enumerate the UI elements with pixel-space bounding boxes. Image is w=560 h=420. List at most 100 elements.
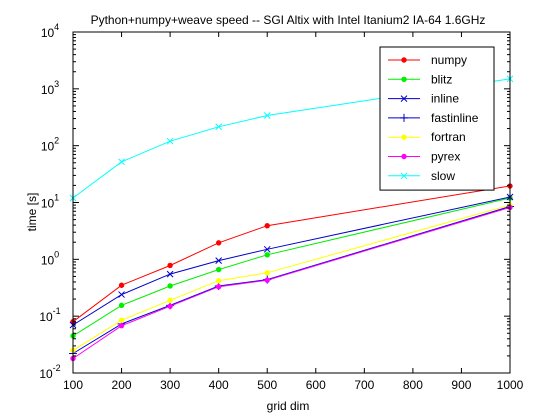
marker-stroke (263, 245, 271, 253)
series-line-pyrex (72, 206, 511, 359)
series-inline (69, 193, 514, 329)
x-axis-label: grid dim (267, 399, 310, 413)
legend-item-pyrex: pyrex (388, 150, 460, 164)
marker-stroke (118, 291, 125, 298)
y-tick-base: 10 (41, 140, 55, 154)
x-tick-label: 200 (112, 378, 132, 392)
marker-stroke (400, 95, 408, 102)
series-line-numpy (72, 185, 511, 323)
x-tick-label: 500 (257, 378, 277, 392)
legend-label: inline (431, 92, 459, 106)
series-line-slow (72, 78, 511, 199)
y-tick-base: 10 (39, 310, 53, 324)
y-axis-label: time [s] (25, 193, 39, 232)
legend-label: fastinline (431, 111, 479, 125)
series-pyrex (70, 204, 513, 362)
data-point-numpy (167, 262, 173, 269)
data-point-fortran (264, 270, 270, 276)
data-point-numpy (118, 282, 125, 288)
data-point-blitz (215, 266, 222, 273)
x-tick-label: 800 (403, 378, 423, 392)
data-point-numpy (264, 223, 270, 229)
y-tick-label: 102 (41, 136, 59, 154)
data-point-inline (166, 270, 174, 278)
data-point-blitz (118, 302, 125, 309)
y-tick-base: 10 (41, 197, 55, 211)
marker-stroke (263, 112, 271, 119)
legend-marker (400, 172, 408, 180)
legend-marker (401, 76, 407, 83)
legend-item-inline: inline (388, 92, 459, 106)
data-point-blitz (264, 252, 270, 258)
marker-stroke (166, 137, 174, 145)
ticks-layer (72, 31, 511, 374)
y-tick-base: 10 (39, 367, 53, 381)
y-tick-base: 10 (41, 253, 55, 267)
marker-stroke (215, 257, 223, 264)
legend-item-numpy: numpy (388, 53, 467, 67)
y-tick-exponent: -1 (53, 306, 61, 316)
legend-item-fastinline: fastinline (388, 111, 479, 125)
data-point-inline (118, 291, 125, 298)
legend-marker (401, 57, 407, 63)
y-tick-label: 10-2 (39, 363, 60, 381)
data-point-fortran (118, 317, 125, 323)
data-point-blitz (167, 283, 173, 289)
legend-label: pyrex (431, 150, 460, 164)
data-point-pyrex (215, 283, 222, 290)
x-tick-label: 100 (63, 378, 83, 392)
data-point-pyrex (118, 322, 125, 329)
legend-marker (401, 134, 407, 140)
series-numpy (70, 183, 513, 325)
x-tick-label: 300 (160, 378, 180, 392)
data-point-inline (215, 257, 223, 264)
y-tick-exponent: 0 (54, 249, 59, 259)
x-tick-label: 400 (209, 378, 229, 392)
data-point-slow (166, 137, 174, 145)
data-point-fortran (215, 278, 222, 284)
data-point-inline (263, 245, 271, 253)
x-tick-label: 700 (354, 378, 374, 392)
data-point-pyrex (264, 277, 270, 283)
data-point-pyrex (167, 303, 173, 309)
y-tick-label: 101 (41, 193, 59, 211)
marker-stroke (215, 123, 223, 131)
legend-label: blitz (431, 72, 452, 86)
data-point-slow (263, 112, 271, 119)
y-tick-exponent: 4 (54, 22, 59, 32)
series-line-fastinline (72, 206, 511, 354)
x-tick-label: 600 (306, 378, 326, 392)
legend-item-slow: slow (388, 169, 455, 183)
y-tick-exponent: 1 (54, 193, 59, 203)
y-tick-exponent: 2 (54, 136, 59, 146)
data-point-slow (215, 123, 223, 131)
y-tick-base: 10 (41, 83, 55, 97)
legend-label: numpy (431, 53, 467, 67)
legend-marker (401, 153, 407, 160)
marker-stroke (400, 172, 408, 180)
x-tick-label: 900 (451, 378, 471, 392)
legend-marker (400, 95, 408, 102)
chart-title: Python+numpy+weave speed -- SGI Altix wi… (91, 13, 486, 27)
series-line-fortran (72, 204, 511, 351)
legend-marker (400, 113, 408, 122)
data-point-fortran (167, 297, 173, 304)
data-point-numpy (215, 240, 222, 246)
y-tick-exponent: 3 (54, 79, 59, 89)
marker-stroke (118, 158, 125, 166)
marker-stroke (166, 270, 174, 278)
y-tick-label: 100 (41, 249, 59, 267)
legend-item-fortran: fortran (388, 130, 466, 144)
data-point-slow (118, 158, 125, 166)
y-tick-label: 104 (41, 22, 59, 40)
legend-label: fortran (431, 130, 466, 144)
series-line-blitz (72, 197, 511, 337)
series-line-inline (72, 196, 511, 326)
legend-label: slow (431, 169, 455, 183)
y-tick-exponent: -2 (53, 363, 61, 373)
x-tick-labels: 100 200 300 400 500 600 700 800 900 1000 (63, 378, 524, 392)
legend: numpy blitz inline fastinline fortran pyrex sl… (379, 46, 495, 191)
x-tick-label: 1000 (497, 378, 524, 392)
